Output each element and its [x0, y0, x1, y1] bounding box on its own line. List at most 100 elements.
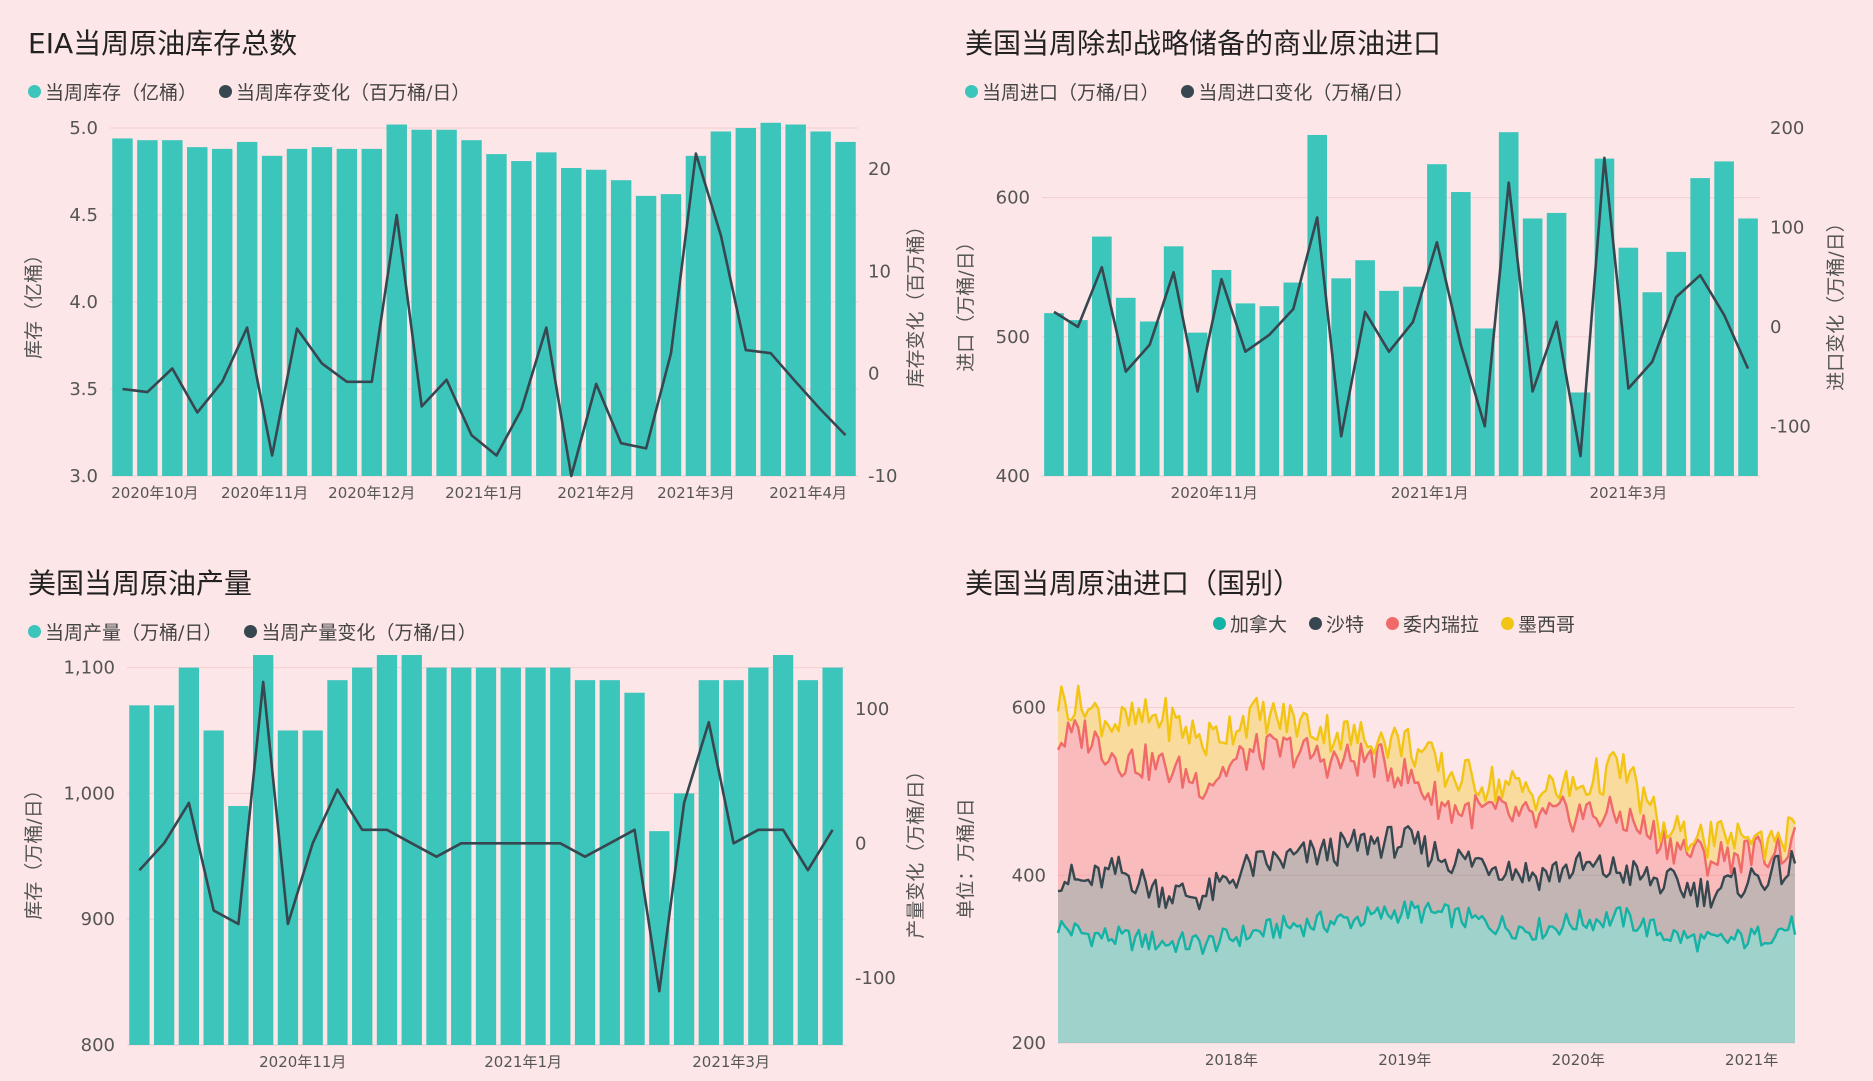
bar — [112, 138, 133, 476]
x-tick-label: 2019年 — [1378, 1051, 1431, 1069]
y-axis-title: 库存（亿桶） — [23, 245, 45, 359]
y-tick-label: 400 — [996, 466, 1030, 487]
bar — [1355, 260, 1375, 476]
bar — [785, 124, 806, 477]
area-band — [1058, 720, 1795, 910]
x-tick-label: 2021年1月 — [484, 1053, 562, 1071]
bar — [311, 147, 333, 476]
bar — [624, 692, 645, 1045]
bar — [810, 131, 831, 477]
chart-title: EIA当周原油库存总数 — [28, 27, 298, 60]
legend-item[interactable]: 当周进口（万桶/日） — [965, 78, 1159, 105]
bar — [253, 655, 274, 1045]
change-line — [138, 680, 834, 993]
chart-title: 美国当周原油产量 — [28, 567, 253, 600]
y2-tick-label: 20 — [868, 159, 891, 180]
legend-item[interactable]: 当周库存（亿桶） — [28, 78, 197, 105]
legend-label: 当周库存（亿桶） — [45, 82, 198, 104]
legend-item[interactable]: 墨西哥 — [1501, 610, 1575, 637]
legend-item[interactable]: 当周产量（万桶/日） — [28, 618, 222, 645]
series-line — [1056, 719, 1797, 877]
legend-swatch-icon — [1212, 617, 1226, 630]
legend-item[interactable]: 当周产量变化（万桶/日） — [244, 618, 477, 645]
bar — [1618, 247, 1639, 476]
bar — [1738, 218, 1758, 477]
bar — [327, 680, 348, 1045]
bar — [1570, 392, 1591, 476]
chart-legend: 当周产量（万桶/日） 当周产量变化（万桶/日） — [28, 618, 499, 645]
bar — [649, 831, 670, 1045]
legend-item[interactable]: 加拿大 — [1212, 610, 1287, 637]
y-tick-label: 4.0 — [69, 292, 98, 313]
y-tick-label: 3.0 — [69, 466, 98, 487]
bar — [1115, 297, 1136, 476]
bar — [401, 655, 422, 1045]
y-tick-label: 900 — [81, 909, 115, 930]
bar — [187, 147, 208, 476]
legend-label: 当周产量（万桶/日） — [45, 622, 223, 644]
x-tick-label: 2021年3月 — [1590, 484, 1668, 502]
bar — [1068, 320, 1088, 476]
series-line — [1056, 900, 1797, 955]
bar — [585, 169, 607, 476]
bar — [735, 128, 757, 476]
bar — [236, 141, 258, 477]
y2-tick-label: 0 — [855, 833, 866, 854]
bar — [550, 667, 571, 1045]
bar — [1379, 290, 1399, 476]
bar — [710, 131, 732, 477]
bar — [797, 680, 819, 1045]
series-line — [1056, 684, 1796, 861]
inventory-chart-plot: 3.0 3.5 4.0 4.5 5.0 -10 0 10 20 2020年10月 2020年11月 2… — [23, 118, 927, 502]
x-tick-label: 2018年 — [1205, 1051, 1258, 1069]
bar — [1690, 178, 1710, 476]
production-chart-panel: 美国当周原油产量 当周产量（万桶/日） 当周产量变化（万桶/日） 800 900 1… — [0, 540, 936, 1080]
x-tick-label: 2020年 — [1552, 1051, 1605, 1069]
bar — [486, 154, 507, 476]
change-line — [1053, 156, 1750, 458]
bar — [511, 161, 532, 476]
bar — [1522, 218, 1543, 477]
legend-item[interactable]: 当周进口变化（万桶/日） — [1181, 78, 1414, 105]
chart-title: 美国当周除却战略储备的商业原油进口 — [965, 27, 1442, 60]
bar — [1211, 269, 1232, 476]
bar — [660, 194, 682, 476]
legend-swatch-icon — [1308, 617, 1322, 630]
bar — [500, 667, 521, 1045]
x-tick-label: 2021年 — [1725, 1051, 1778, 1069]
bar — [376, 655, 398, 1045]
imports-chart-plot: 400 500 600 -100 0 100 200 2020年11月 2021年1月 2021年… — [955, 118, 1847, 502]
chart-legend: 加拿大 沙特 委内瑞拉 墨西哥 — [937, 610, 1873, 637]
x-tick-label: 2020年10月 — [111, 484, 198, 502]
bar — [1714, 161, 1734, 476]
legend-item[interactable]: 当周库存变化（百万桶/日） — [219, 78, 470, 105]
bar — [336, 148, 358, 476]
legend-swatch-icon — [28, 85, 41, 98]
bar — [1259, 306, 1280, 476]
bar — [1307, 134, 1328, 476]
bar — [1163, 246, 1184, 476]
bar — [203, 730, 224, 1045]
bar — [475, 667, 497, 1045]
bar — [436, 129, 457, 477]
legend-item[interactable]: 沙特 — [1308, 610, 1364, 637]
legend-item[interactable]: 委内瑞拉 — [1386, 610, 1479, 637]
chart-legend: 当周库存（亿桶） 当周库存变化（百万桶/日） — [28, 78, 492, 105]
chart-legend: 当周进口（万桶/日） 当周进口变化（万桶/日） — [965, 78, 1436, 105]
bar — [411, 129, 432, 477]
bar — [599, 680, 620, 1045]
y2-tick-label: -100 — [855, 968, 896, 989]
imports-by-country-chart-panel: 美国当周原油进口（国别） 加拿大 沙特 委内瑞拉 墨西哥 200 400 600 20… — [937, 540, 1873, 1080]
bar — [1283, 282, 1304, 476]
production-chart-plot: 800 900 1,000 1,100 -100 0 100 2020年11月 2021年1月 2… — [23, 655, 927, 1071]
bar — [1044, 313, 1064, 476]
bar — [302, 730, 323, 1045]
bar — [352, 667, 373, 1045]
bar — [162, 140, 183, 476]
legend-swatch-icon — [28, 625, 41, 638]
bar — [1594, 158, 1615, 476]
bar — [261, 155, 283, 476]
x-tick-label: 2020年11月 — [1171, 484, 1258, 502]
x-tick-label: 2021年4月 — [769, 484, 847, 502]
bar — [1546, 212, 1567, 477]
